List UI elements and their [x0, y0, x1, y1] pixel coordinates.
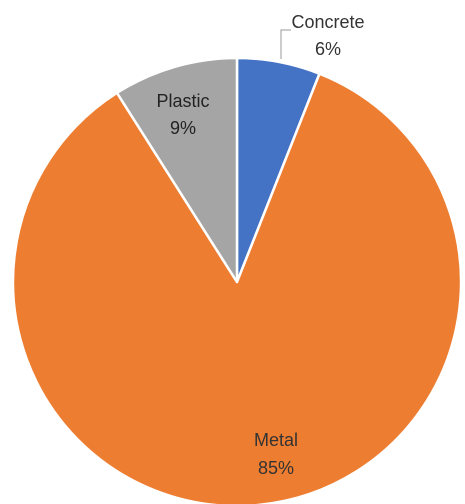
pie-slice-metal [11, 72, 463, 504]
slice-label-plastic: Plastic [156, 91, 209, 111]
pie-slices [11, 56, 463, 504]
pie-slice-plastic [115, 56, 239, 284]
concrete-leader-line [280, 29, 291, 59]
slice-label-metal: Metal [254, 430, 298, 450]
slice-label-concrete: Concrete [291, 12, 364, 32]
slice-value-plastic: 9% [170, 118, 196, 138]
slice-value-concrete: 6% [315, 39, 341, 59]
slice-value-metal: 85% [258, 458, 294, 478]
